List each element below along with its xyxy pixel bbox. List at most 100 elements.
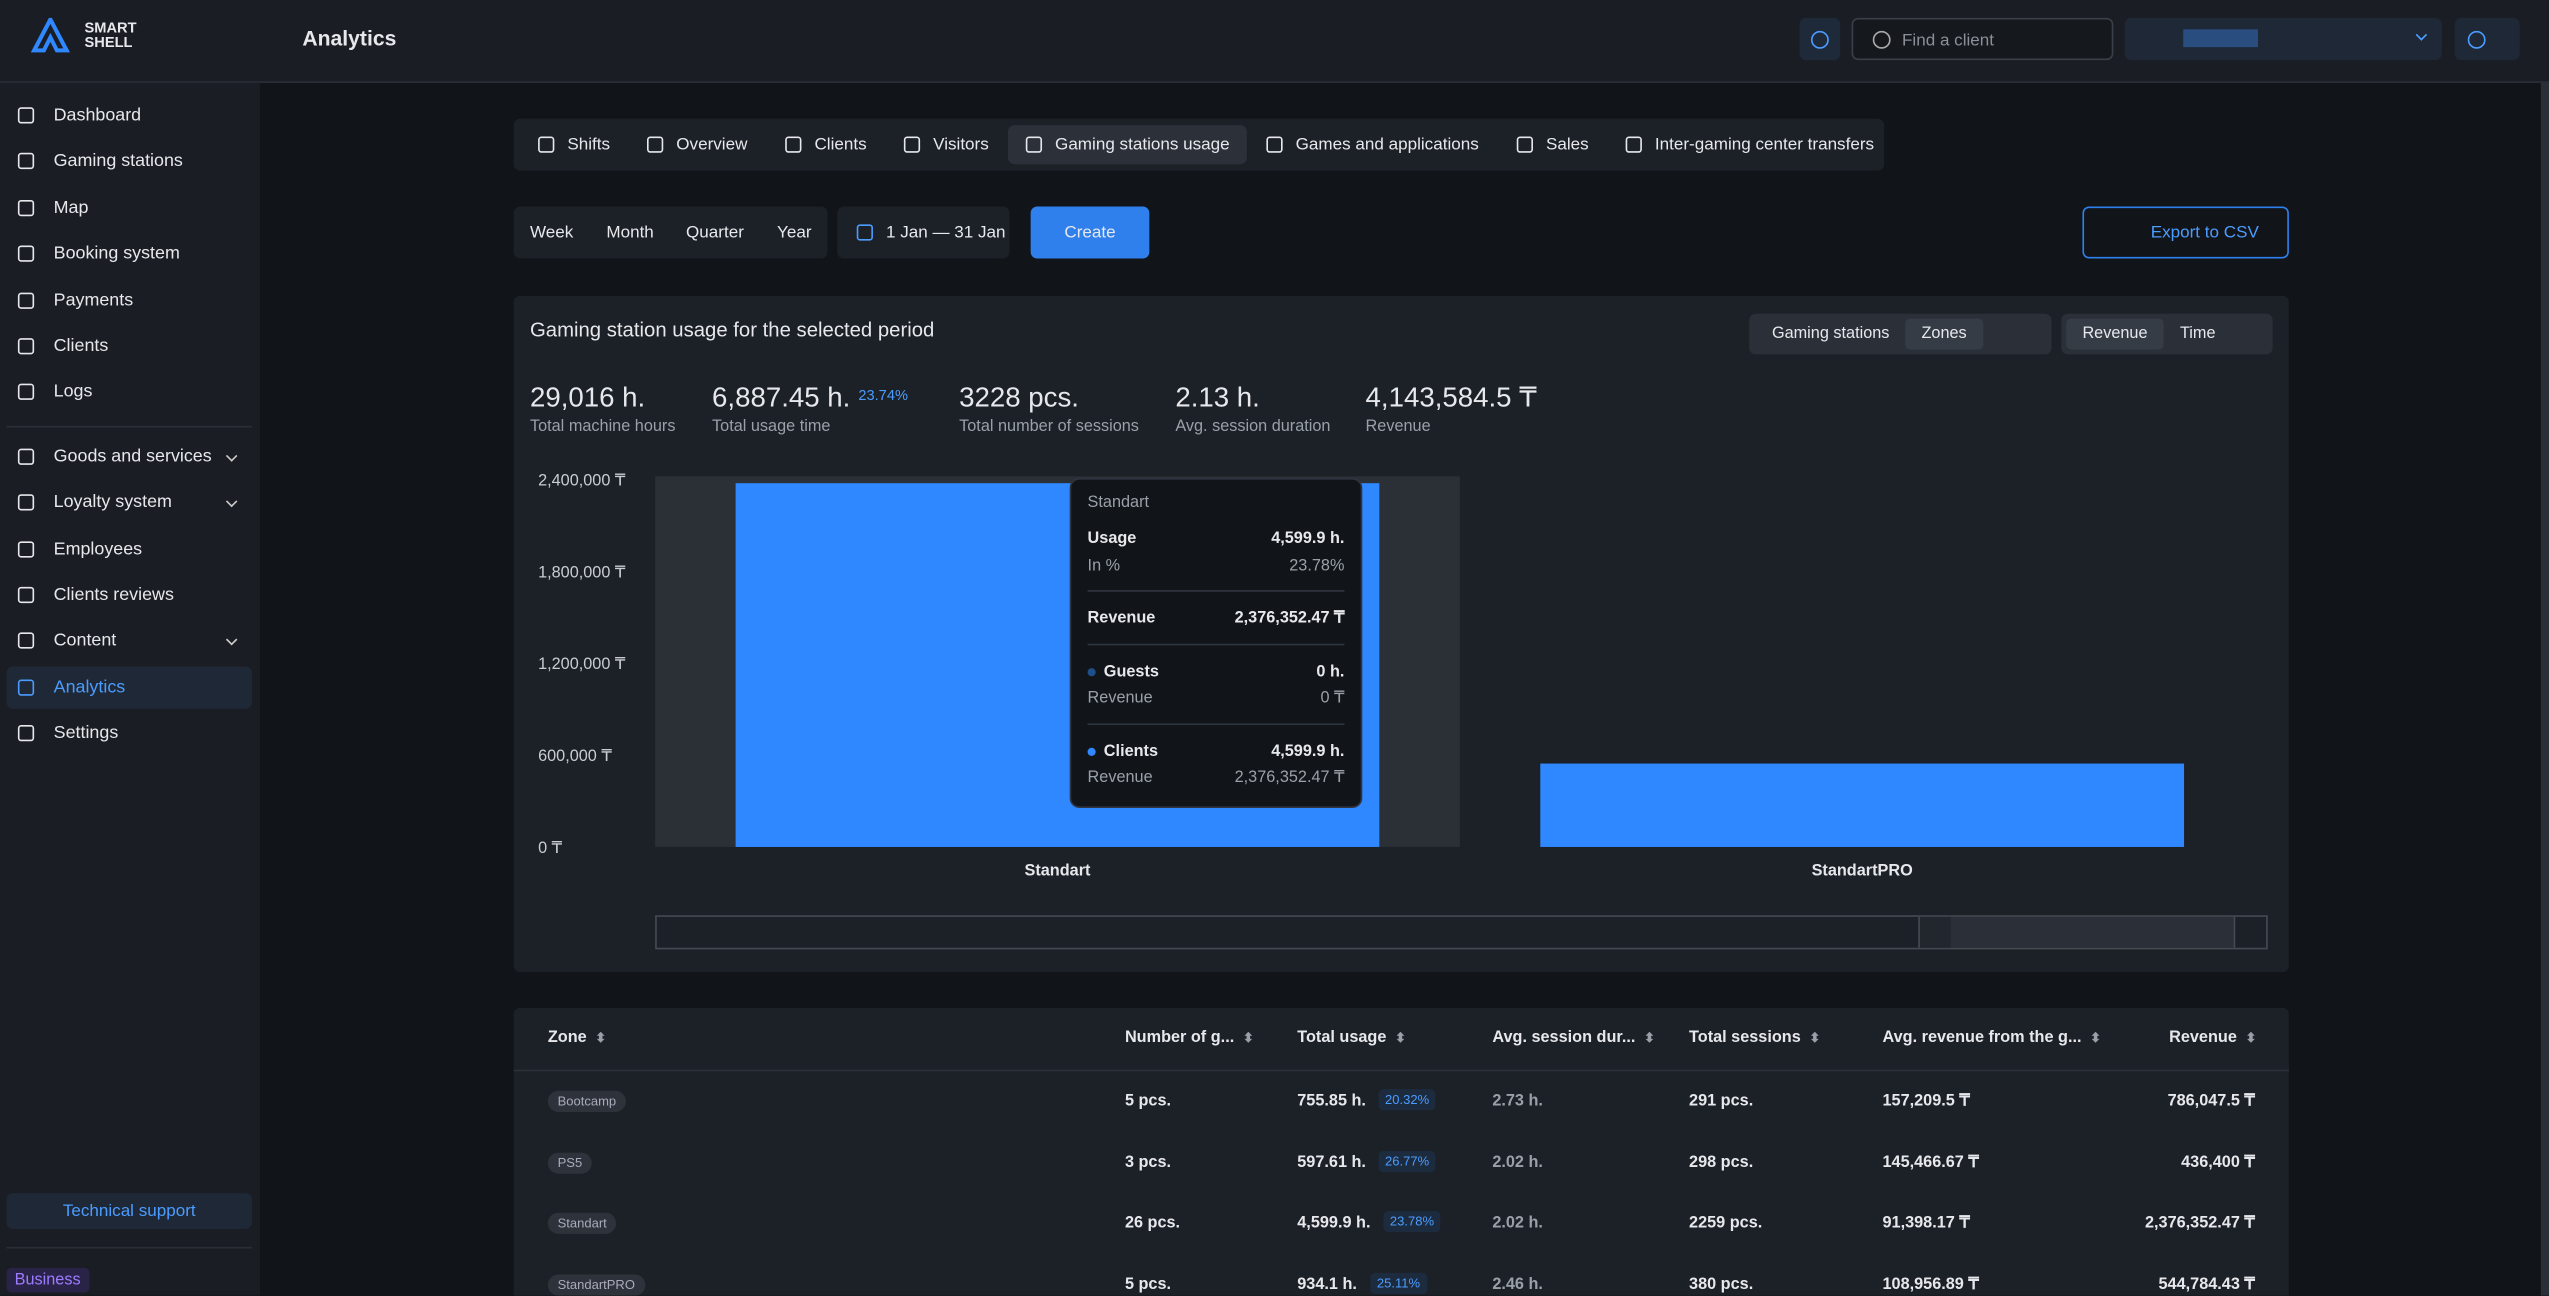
toggle-option[interactable]: Gaming stations <box>1771 325 1890 344</box>
stat-label: Revenue <box>1365 417 1431 436</box>
cell: 157,209.5 ₸ <box>1882 1092 1970 1111</box>
tooltip-divider <box>1087 722 1345 725</box>
column-header[interactable]: Number of g... ⬍ <box>1124 1029 1254 1047</box>
stat-value: 29,016 h. <box>529 382 646 413</box>
toggle-option[interactable]: Revenue <box>2066 318 2164 350</box>
cell: 755.85 h. <box>1297 1092 1366 1111</box>
cell: 2.73 h. <box>1492 1092 1543 1111</box>
date-range-label: 1 Jan — 31 Jan <box>885 222 1006 243</box>
toggle-option[interactable]: Zones <box>1905 318 1983 350</box>
tooltip-label: In % <box>1087 556 1121 575</box>
tab[interactable]: Sales <box>1499 125 1607 164</box>
add-button[interactable] <box>1799 17 1841 61</box>
stat-value: 6,887.45 h. <box>712 382 851 413</box>
cell: 2.02 h. <box>1492 1214 1543 1233</box>
column-header[interactable]: Total sessions ⬍ <box>1689 1029 1821 1047</box>
tooltip-label: Usage <box>1087 529 1137 548</box>
column-header[interactable]: Zone ⬍ <box>547 1029 607 1047</box>
nav-item[interactable]: Booking system <box>7 233 252 275</box>
tooltip-value: 2,376,352.47 ₸ <box>1234 768 1345 787</box>
logo-text: SMART SHELL <box>85 20 137 50</box>
create-button[interactable]: Create <box>1030 206 1150 259</box>
cell: 2.02 h. <box>1492 1153 1543 1172</box>
y-tick-label: 600,000 ₸ <box>538 747 612 765</box>
sidebar: Technical support Business Dashboard Gami… <box>0 82 261 1296</box>
y-tick-label: 1,200,000 ₸ <box>538 655 626 673</box>
cell: 91,398.17 ₸ <box>1882 1214 1970 1233</box>
column-header[interactable]: Avg. session dur... ⬍ <box>1492 1029 1655 1047</box>
column-header[interactable]: Revenue ⬍ <box>2169 1029 2257 1047</box>
tooltip-label: Guests <box>1103 662 1159 681</box>
page-title: Analytics <box>302 26 397 51</box>
column-header[interactable]: Avg. revenue from the g... ⬍ <box>1882 1029 2102 1047</box>
user-menu[interactable] <box>2454 17 2520 61</box>
stat-label: Avg. session duration <box>1175 417 1331 436</box>
tooltip-title: Standart <box>1087 494 1150 513</box>
top-bar: SMART SHELL Analytics Find a client <box>0 0 2549 83</box>
nav-item[interactable]: Goods and services <box>7 435 252 477</box>
search-input[interactable]: Find a client <box>1851 17 2114 61</box>
tab[interactable]: Inter-gaming center transfers <box>1608 125 1892 164</box>
cell: 380 pcs. <box>1689 1276 1754 1295</box>
divider <box>6 426 252 429</box>
zone-tag: StandartPRO <box>547 1274 645 1296</box>
tab[interactable]: Visitors <box>886 125 1007 164</box>
y-tick-label: 2,400,000 ₸ <box>538 471 626 489</box>
bar <box>1540 763 2185 847</box>
tooltip-value: 0 ₸ <box>1320 689 1345 708</box>
tab[interactable]: Overview <box>629 125 765 164</box>
chart-scrollbar[interactable] <box>655 915 2268 950</box>
stat-label: Total machine hours <box>529 417 676 436</box>
nav-item[interactable]: Payments <box>7 279 252 321</box>
tab[interactable]: Shifts <box>520 125 628 164</box>
date-range[interactable]: 1 Jan — 31 Jan <box>837 206 1010 259</box>
column-header[interactable]: Total usage ⬍ <box>1297 1029 1406 1047</box>
support-button[interactable]: Technical support <box>6 1193 252 1229</box>
period-option[interactable]: Week <box>529 222 574 243</box>
tab[interactable]: Games and applications <box>1248 125 1496 164</box>
nav-item[interactable]: Employees <box>7 528 252 570</box>
cell: 597.61 h. <box>1297 1153 1366 1172</box>
nav-item[interactable]: Clients <box>7 325 252 367</box>
tab[interactable]: Clients <box>767 125 884 164</box>
period-option[interactable]: Year <box>777 222 812 243</box>
nav-item[interactable]: Settings <box>7 712 252 754</box>
nav-item[interactable]: Clients reviews <box>7 574 252 616</box>
group-toggle <box>1749 313 2052 355</box>
nav-item[interactable]: Gaming stations <box>7 140 252 182</box>
period-option[interactable]: Quarter <box>686 222 744 243</box>
nav-item[interactable]: Content <box>7 620 252 662</box>
stat-badge: 23.74% <box>858 386 908 404</box>
cell: 291 pcs. <box>1689 1092 1754 1111</box>
percent-badge: 23.78% <box>1383 1211 1441 1233</box>
tooltip-label: Revenue <box>1087 689 1153 708</box>
cell: 436,400 ₸ <box>2181 1153 2255 1172</box>
tooltip-label: Revenue <box>1087 609 1156 628</box>
stat-label: Total usage time <box>712 417 831 436</box>
percent-badge: 20.32% <box>1378 1089 1436 1111</box>
cell: 934.1 h. <box>1297 1276 1357 1295</box>
tooltip-value: 4,599.9 h. <box>1271 742 1345 760</box>
tooltip-label: Clients <box>1103 742 1159 760</box>
cell: 298 pcs. <box>1689 1153 1754 1172</box>
nav-item[interactable]: Map <box>7 187 252 229</box>
period-group <box>513 206 828 259</box>
tooltip-divider <box>1087 590 1345 592</box>
legend-dot <box>1087 667 1096 676</box>
nav-item[interactable]: Dashboard <box>7 94 252 136</box>
location-select[interactable] <box>2124 17 2442 61</box>
x-tick-label: StandartPRO <box>1812 862 1913 880</box>
period-option[interactable]: Month <box>606 222 654 243</box>
export-button[interactable]: Export to CSV <box>2082 206 2289 259</box>
nav-item[interactable]: Logs <box>7 371 252 413</box>
toggle-option[interactable]: Time <box>2179 325 2216 344</box>
card-title: Gaming station usage for the selected pe… <box>529 318 935 342</box>
cell: 2.46 h. <box>1492 1276 1543 1295</box>
tooltip-divider <box>1087 642 1345 645</box>
nav-item[interactable]: Loyalty system <box>7 481 252 523</box>
nav-item[interactable]: Analytics <box>6 666 252 709</box>
x-tick-label: Standart <box>1025 862 1092 880</box>
percent-badge: 26.77% <box>1378 1150 1436 1172</box>
tab[interactable]: Gaming stations usage <box>1007 125 1248 165</box>
